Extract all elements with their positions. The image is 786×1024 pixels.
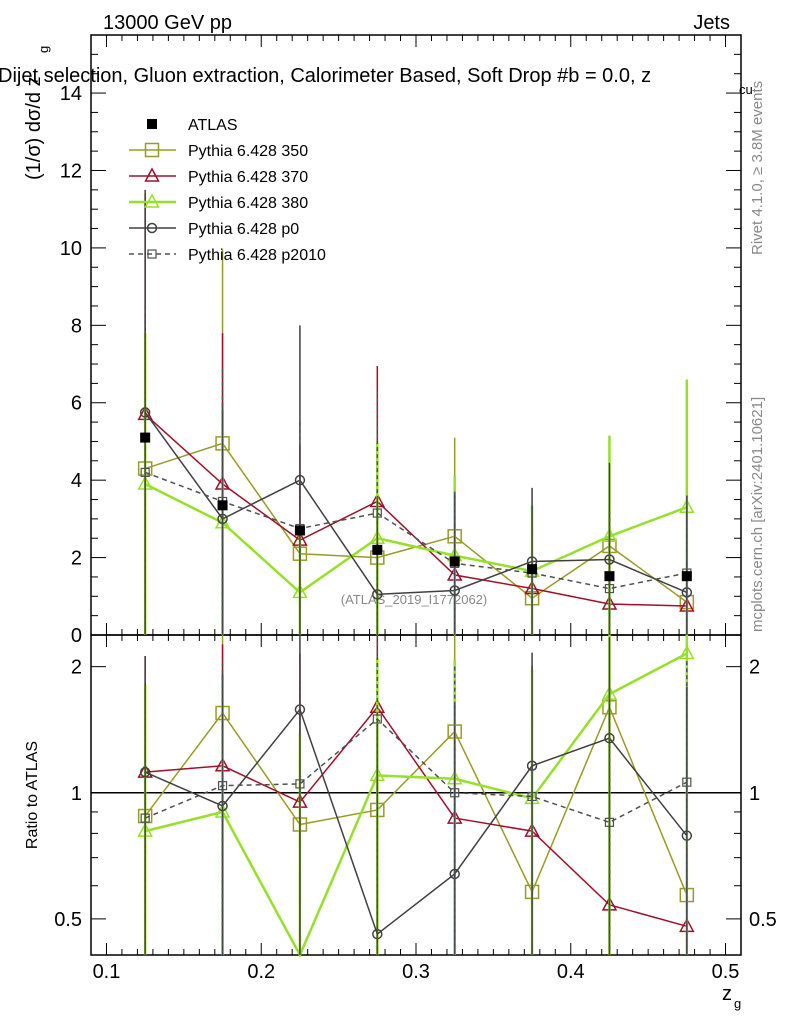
ratio-point-p2010: [140, 813, 150, 823]
legend-marker-p350: [144, 142, 160, 158]
plot-title-subscript: cu: [739, 82, 753, 97]
ratio-point-p380: [679, 644, 695, 660]
line-p0: [144, 411, 688, 596]
main-ytick-label: 14: [60, 83, 82, 105]
ratio-point-p0: [139, 766, 151, 778]
point-atlas: [604, 571, 615, 582]
main-ylabel: (1/σ) dσ/d z g: [23, 46, 51, 180]
rivet-label: Rivet 4.1.0, ≥ 3.8M events: [749, 81, 766, 255]
legend-item-p0: Pythia 6.428 p0: [129, 221, 299, 238]
legend-label-p0: Pythia 6.428 p0: [188, 221, 299, 238]
xtick-label: 0.2: [247, 961, 275, 983]
main-series-layer: [137, 189, 695, 635]
legend-marker-p380: [144, 193, 160, 208]
main-panel: 0 2 4 6 8 10 12 14: [60, 34, 742, 647]
main-ytick-label: 12: [60, 160, 82, 182]
legend-item-p2010: Pythia 6.428 p2010: [129, 247, 326, 264]
main-ylabel-subscript: g: [36, 46, 51, 53]
header-left: 13000 GeV pp: [103, 12, 232, 34]
legend-marker-p370: [144, 167, 160, 182]
ratio-ytick-label-right: 2: [749, 657, 760, 679]
ratio-point-p2010: [527, 791, 537, 802]
legend-marker-atlas: [147, 119, 157, 129]
point-atlas: [372, 544, 383, 555]
point-atlas: [217, 500, 228, 511]
ratio-point-p2010: [372, 714, 382, 724]
point-p2010: [604, 583, 615, 594]
point-atlas: [681, 571, 692, 582]
legend-item-p350: Pythia 6.428 350: [129, 142, 308, 160]
ratio-ylabel: Ratio to ATLAS: [24, 741, 41, 849]
xlabel-subscript: g: [734, 996, 741, 1011]
legend-marker-p2010: [147, 249, 157, 259]
main-ytick-label: 6: [71, 393, 82, 415]
main-ytick-label: 2: [71, 548, 82, 570]
ratio-line-p0: [144, 708, 688, 936]
main-ytick-label: 10: [60, 238, 82, 260]
main-ytick-label: 0: [71, 625, 82, 647]
plot-title: Dijet selection, Gluon extraction, Calor…: [0, 65, 651, 87]
mcplots-label: mcplots.cern.ch [arXiv:2401.10621]: [749, 397, 766, 632]
ratio-point-p2010: [682, 777, 692, 787]
main-ylabel-text: (1/σ) dσ/d z: [23, 76, 45, 180]
legend-label-p370: Pythia 6.428 370: [188, 169, 308, 186]
ratio-ytick-label-right: 1: [749, 783, 760, 805]
ratio-ytick-label-right: 0.5: [749, 909, 777, 931]
point-p2010: [372, 508, 382, 518]
ratio-line-p2010: [144, 717, 688, 824]
legend-label-p350: Pythia 6.428 350: [188, 143, 308, 160]
ratio-ytick-label-left: 0.5: [54, 909, 82, 931]
series-atlas: [140, 432, 692, 582]
ratio-point-p2010: [604, 817, 615, 827]
xtick-label: 0.5: [712, 961, 740, 983]
ratio-point-p2010: [217, 781, 228, 791]
line-p380: [144, 482, 688, 595]
main-ytick-label: 4: [71, 470, 82, 492]
ratio-line-p370: [145, 706, 688, 928]
line-p2010: [144, 471, 687, 590]
ratio-point-p2010: [295, 779, 305, 789]
point-p2010: [140, 467, 150, 478]
ratio-panel: 0.1 0.2 0.3 0.4 0.5 0.5 0.5 1 1 2 2: [54, 634, 777, 983]
point-atlas: [294, 525, 305, 536]
ratio-series-p2010: [140, 635, 692, 955]
point-atlas: [140, 432, 151, 443]
legend-label-p2010: Pythia 6.428 p2010: [188, 247, 326, 264]
legend-item-p380: Pythia 6.428 380: [129, 193, 308, 212]
ratio-point-p2010: [450, 788, 460, 798]
ratio-frame: [90, 634, 742, 956]
legend-item-p370: Pythia 6.428 370: [129, 167, 308, 186]
ratio-ytick-label-left: 2: [71, 657, 82, 679]
xtick-label: 0.3: [402, 961, 430, 983]
ratio-line-p350: [144, 705, 688, 896]
legend-marker-p0: [146, 222, 158, 234]
main-ytick-label: 8: [71, 315, 82, 337]
legend-label-atlas: ATLAS: [188, 117, 238, 134]
header-right: Jets: [693, 12, 730, 34]
legend-label-p380: Pythia 6.428 380: [188, 195, 308, 212]
point-p0: [294, 474, 306, 486]
ratio-series-layer: [137, 635, 695, 958]
legend: ATLAS Pythia 6.428 350 Pythia 6.428 370 Pyt…: [129, 117, 326, 264]
ratio-line-p380: [144, 652, 688, 958]
point-atlas: [449, 556, 460, 567]
ratio-ytick-label-left: 1: [71, 783, 82, 805]
legend-item-atlas: ATLAS: [147, 117, 238, 134]
point-atlas: [527, 564, 538, 575]
analysis-watermark: (ATLAS_2019_I1772062): [341, 592, 487, 607]
xtick-label: 0.1: [93, 961, 121, 983]
xtick-label: 0.4: [557, 961, 585, 983]
xlabel: z: [722, 983, 732, 1005]
